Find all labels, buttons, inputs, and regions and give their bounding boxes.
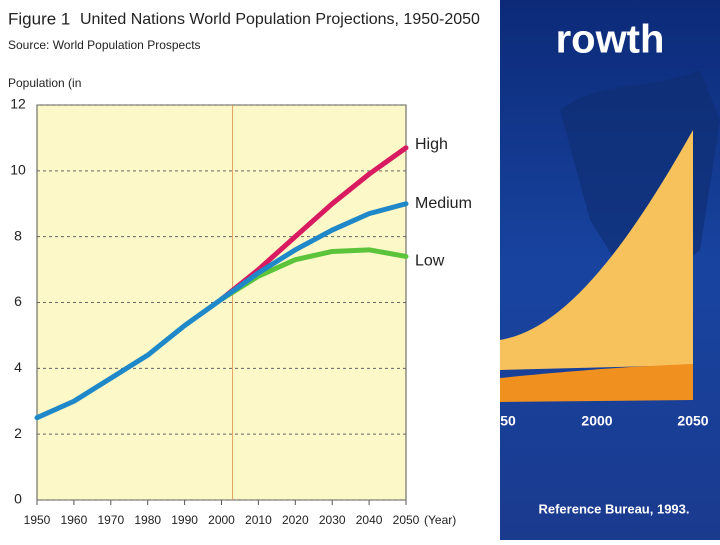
photo-title: rowth	[556, 18, 665, 62]
x-tick-label: 1960	[61, 513, 88, 527]
x-tick-label: 1990	[171, 513, 198, 527]
y-tick-label: 10	[10, 162, 26, 178]
series-line	[34, 201, 409, 421]
x-tick-label: 1970	[97, 513, 124, 527]
yellow-area	[500, 130, 693, 370]
y-tick-label: 0	[14, 491, 22, 507]
orange-area	[500, 364, 693, 402]
x-axis-label: (Year)	[424, 513, 456, 527]
x-tick-label: 2030	[319, 513, 346, 527]
y-axis-label: Population (in	[8, 76, 81, 90]
y-tick-label: 12	[10, 96, 26, 112]
photo-x-tick-label: 2050	[677, 413, 708, 429]
chart-subtitle: Source: World Population Prospects	[8, 38, 201, 52]
x-tick-label: 2050	[393, 513, 420, 527]
series-label: Medium	[415, 195, 472, 212]
x-tick-label: 2010	[245, 513, 272, 527]
x-tick-label: 1980	[134, 513, 161, 527]
y-tick-label: 8	[14, 227, 22, 243]
x-tick-label: 1950	[24, 513, 51, 527]
x-tick-label: 2000	[208, 513, 235, 527]
y-tick-label: 4	[14, 359, 22, 375]
figure-label: Figure 1	[8, 9, 70, 28]
y-tick-label: 6	[14, 293, 22, 309]
photo-x-tick-label: 2000	[581, 413, 612, 429]
chart-title: United Nations World Population Projecti…	[80, 11, 480, 28]
photo-source: Reference Bureau, 1993.	[538, 501, 689, 516]
series-label: High	[415, 136, 448, 153]
photo-x-tick-label: 50	[500, 413, 516, 429]
series-label: Low	[415, 253, 445, 270]
y-tick-label: 2	[14, 425, 22, 441]
x-tick-label: 2020	[282, 513, 309, 527]
x-tick-label: 2040	[356, 513, 383, 527]
